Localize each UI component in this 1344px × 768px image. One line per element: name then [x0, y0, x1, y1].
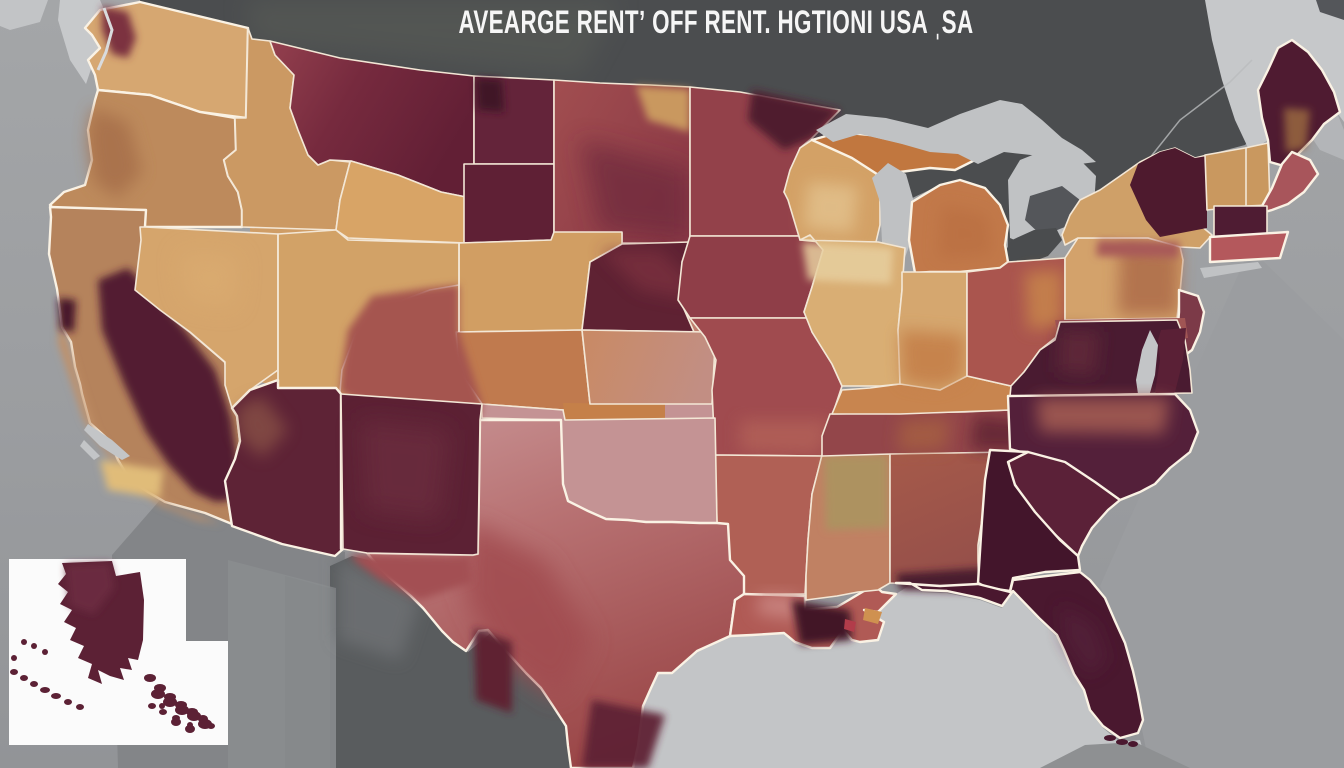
svg-text:AVEARGE RENTʼ OFF RENT. HGTION: AVEARGE RENTʼ OFF RENT. HGTIONI USA ˌSA — [459, 4, 974, 40]
